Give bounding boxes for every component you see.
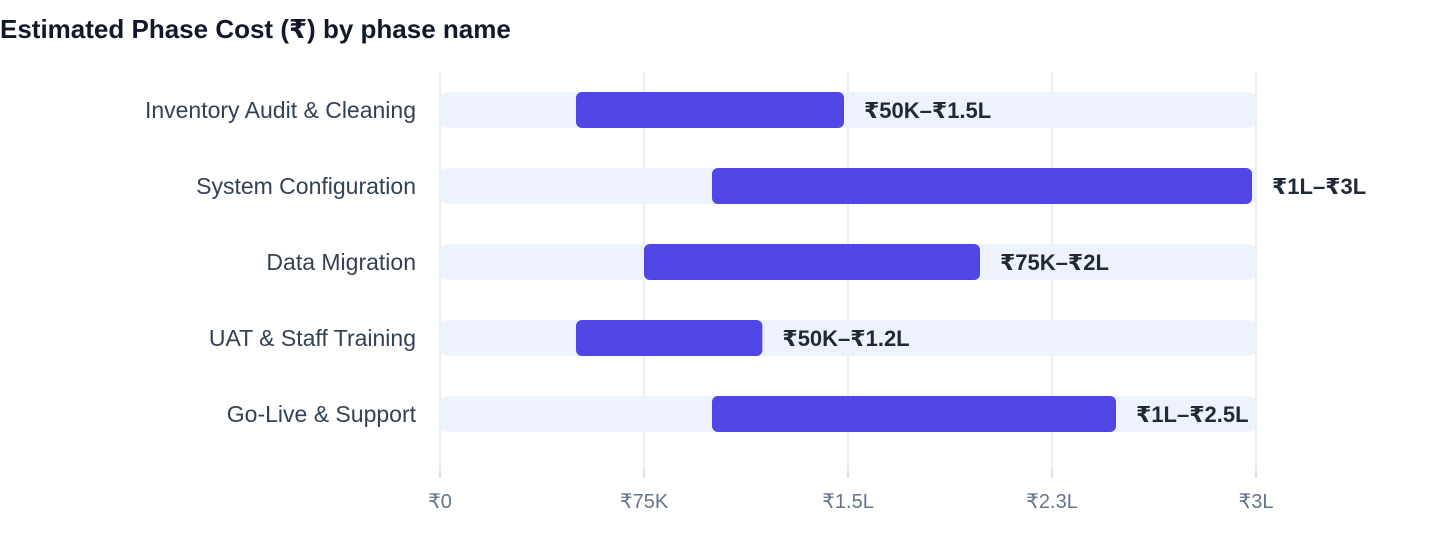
category-label: Go-Live & Support	[227, 401, 417, 427]
x-tick-label: ₹75K	[620, 491, 669, 513]
x-tick-label: ₹0	[428, 491, 452, 513]
range-bar[interactable]	[712, 168, 1252, 204]
range-bar[interactable]	[576, 320, 763, 356]
range-bar[interactable]	[712, 396, 1116, 432]
data-label: ₹75K–₹2L	[1000, 250, 1109, 275]
range-bar[interactable]	[644, 244, 980, 280]
range-bar[interactable]	[576, 92, 844, 128]
data-label: ₹50K–₹1.2L	[782, 326, 909, 351]
chart-title: Estimated Phase Cost (₹) by phase name	[0, 14, 511, 44]
x-axis-ticks: ₹0 ₹75K ₹1.5L ₹2.3L ₹3L	[428, 470, 1273, 513]
data-label: ₹1L–₹2.5L	[1136, 402, 1249, 427]
x-tick-label: ₹1.5L	[822, 491, 874, 513]
category-label: Inventory Audit & Cleaning	[145, 97, 416, 123]
data-label: ₹50K–₹1.5L	[864, 98, 991, 123]
bar-track	[440, 92, 1256, 128]
x-tick-label: ₹2.3L	[1026, 491, 1078, 513]
category-label: System Configuration	[196, 173, 416, 199]
data-label: ₹1L–₹3L	[1272, 174, 1366, 199]
x-tick-label: ₹3L	[1239, 491, 1274, 513]
category-labels: Inventory Audit & Cleaning System Configu…	[145, 97, 417, 427]
data-labels: ₹50K–₹1.5L ₹1L–₹3L ₹75K–₹2L ₹50K–₹1.2L ₹1L–₹…	[782, 98, 1366, 427]
category-label: UAT & Staff Training	[209, 325, 416, 351]
range-bars	[576, 92, 1252, 432]
category-label: Data Migration	[266, 249, 416, 275]
